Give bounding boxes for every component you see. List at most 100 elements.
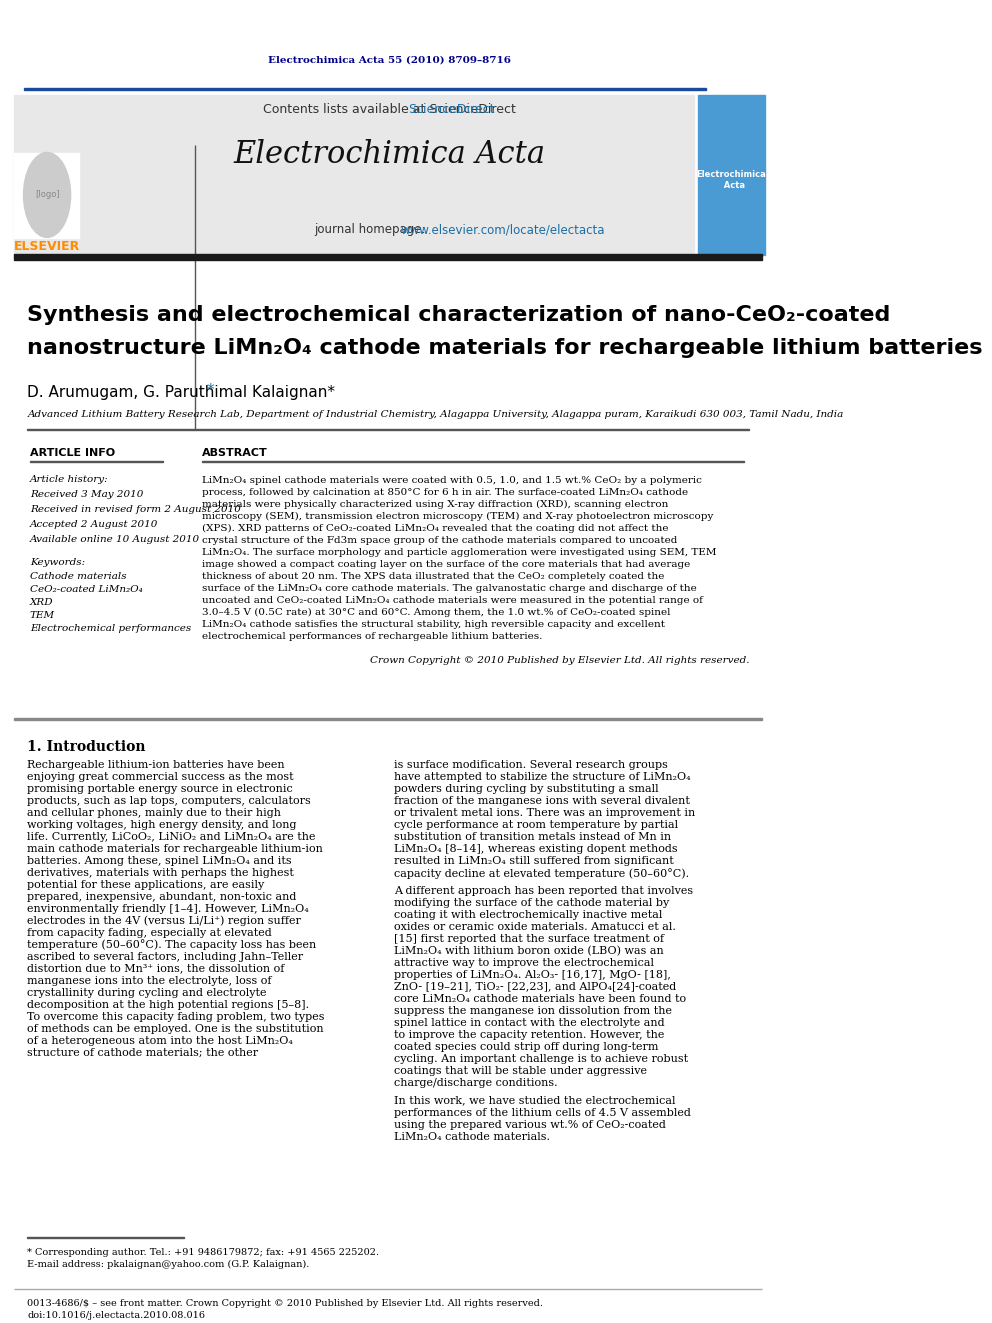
Text: process, followed by calcination at 850°C for 6 h in air. The surface-coated LiM: process, followed by calcination at 850°… xyxy=(202,488,688,497)
Text: electrochemical performances of rechargeable lithium batteries.: electrochemical performances of recharge… xyxy=(202,632,543,640)
Text: www.elsevier.com/locate/electacta: www.elsevier.com/locate/electacta xyxy=(400,224,604,237)
Text: enjoying great commercial success as the most: enjoying great commercial success as the… xyxy=(28,771,294,782)
Text: In this work, we have studied the electrochemical: In this work, we have studied the electr… xyxy=(394,1095,676,1106)
Text: Electrochemical performances: Electrochemical performances xyxy=(30,623,191,632)
Text: products, such as lap tops, computers, calculators: products, such as lap tops, computers, c… xyxy=(28,795,311,806)
Text: coating it with electrochemically inactive metal: coating it with electrochemically inacti… xyxy=(394,910,663,919)
Text: LiMn₂O₄ cathode materials.: LiMn₂O₄ cathode materials. xyxy=(394,1131,550,1142)
Text: (XPS). XRD patterns of CeO₂-coated LiMn₂O₄ revealed that the coating did not aff: (XPS). XRD patterns of CeO₂-coated LiMn₂… xyxy=(202,524,669,533)
Text: Received in revised form 2 August 2010: Received in revised form 2 August 2010 xyxy=(30,505,241,513)
Text: core LiMn₂O₄ cathode materials have been found to: core LiMn₂O₄ cathode materials have been… xyxy=(394,994,685,1004)
Text: potential for these applications, are easily: potential for these applications, are ea… xyxy=(28,880,265,889)
Text: Available online 10 August 2010: Available online 10 August 2010 xyxy=(30,534,200,544)
Text: ELSEVIER: ELSEVIER xyxy=(14,241,80,254)
Text: LiMn₂O₄ spinel cathode materials were coated with 0.5, 1.0, and 1.5 wt.% CeO₂ by: LiMn₂O₄ spinel cathode materials were co… xyxy=(202,476,702,484)
Text: surface of the LiMn₂O₄ core cathode materials. The galvanostatic charge and disc: surface of the LiMn₂O₄ core cathode mate… xyxy=(202,583,697,593)
Text: ScienceDirect: ScienceDirect xyxy=(408,103,494,116)
Text: [logo]: [logo] xyxy=(35,191,60,200)
Text: spinel lattice in contact with the electrolyte and: spinel lattice in contact with the elect… xyxy=(394,1017,665,1028)
Text: performances of the lithium cells of 4.5 V assembled: performances of the lithium cells of 4.5… xyxy=(394,1107,690,1118)
Text: Article history:: Article history: xyxy=(30,475,108,484)
Text: TEM: TEM xyxy=(30,611,55,619)
Text: Rechargeable lithium-ion batteries have been: Rechargeable lithium-ion batteries have … xyxy=(28,759,285,770)
Text: structure of cathode materials; the other: structure of cathode materials; the othe… xyxy=(28,1048,259,1057)
Text: powders during cycling by substituting a small: powders during cycling by substituting a… xyxy=(394,783,659,794)
Ellipse shape xyxy=(24,152,70,237)
Text: Contents lists available at ScienceDirect: Contents lists available at ScienceDirec… xyxy=(263,103,516,116)
Text: * Corresponding author. Tel.: +91 9486179872; fax: +91 4565 225202.: * Corresponding author. Tel.: +91 948617… xyxy=(28,1248,380,1257)
Text: working voltages, high energy density, and long: working voltages, high energy density, a… xyxy=(28,820,297,830)
Text: crystal structure of the Fd3m space group of the cathode materials compared to u: crystal structure of the Fd3m space grou… xyxy=(202,536,678,545)
Text: substitution of transition metals instead of Mn in: substitution of transition metals instea… xyxy=(394,832,671,841)
Text: Electrochimica
  Acta: Electrochimica Acta xyxy=(696,171,766,189)
Bar xyxy=(14,153,79,238)
Text: modifying the surface of the cathode material by: modifying the surface of the cathode mat… xyxy=(394,897,669,908)
Text: ascribed to several factors, including Jahn–Teller: ascribed to several factors, including J… xyxy=(28,951,304,962)
Text: ABSTRACT: ABSTRACT xyxy=(202,447,268,458)
Text: image showed a compact coating layer on the surface of the core materials that h: image showed a compact coating layer on … xyxy=(202,560,690,569)
Text: manganese ions into the electrolyte, loss of: manganese ions into the electrolyte, los… xyxy=(28,975,272,986)
Text: from capacity fading, especially at elevated: from capacity fading, especially at elev… xyxy=(28,927,272,938)
Text: 0013-4686/$ – see front matter. Crown Copyright © 2010 Published by Elsevier Ltd: 0013-4686/$ – see front matter. Crown Co… xyxy=(28,1299,544,1308)
Text: Received 3 May 2010: Received 3 May 2010 xyxy=(30,490,143,499)
Text: LiMn₂O₄ cathode satisfies the structural stability, high reversible capacity and: LiMn₂O₄ cathode satisfies the structural… xyxy=(202,619,666,628)
Text: *: * xyxy=(206,382,214,398)
Text: Electrochimica Acta: Electrochimica Acta xyxy=(233,139,545,171)
Text: CeO₂-coated LiMn₂O₄: CeO₂-coated LiMn₂O₄ xyxy=(30,585,143,594)
Text: journal homepage:: journal homepage: xyxy=(313,224,429,237)
Text: LiMn₂O₄ with lithium boron oxide (LBO) was an: LiMn₂O₄ with lithium boron oxide (LBO) w… xyxy=(394,946,664,957)
Text: of methods can be employed. One is the substitution: of methods can be employed. One is the s… xyxy=(28,1024,324,1033)
Text: coatings that will be stable under aggressive: coatings that will be stable under aggre… xyxy=(394,1065,647,1076)
Text: cycling. An important challenge is to achieve robust: cycling. An important challenge is to ac… xyxy=(394,1053,687,1064)
Text: ARTICLE INFO: ARTICLE INFO xyxy=(30,447,115,458)
Text: [15] first reported that the surface treatment of: [15] first reported that the surface tre… xyxy=(394,934,664,943)
Text: have attempted to stabilize the structure of LiMn₂O₄: have attempted to stabilize the structur… xyxy=(394,771,690,782)
Text: uncoated and CeO₂-coated LiMn₂O₄ cathode materials were measured in the potentia: uncoated and CeO₂-coated LiMn₂O₄ cathode… xyxy=(202,595,703,605)
Text: Cathode materials: Cathode materials xyxy=(30,572,126,581)
Text: LiMn₂O₄. The surface morphology and particle agglomeration were investigated usi: LiMn₂O₄. The surface morphology and part… xyxy=(202,548,717,557)
Text: A different approach has been reported that involves: A different approach has been reported t… xyxy=(394,885,693,896)
Text: D. Arumugam, G. Paruthimal Kalaignan*: D. Arumugam, G. Paruthimal Kalaignan* xyxy=(28,385,335,400)
Text: LiMn₂O₄ [8–14], whereas existing dopent methods: LiMn₂O₄ [8–14], whereas existing dopent … xyxy=(394,844,678,853)
Text: coated species could strip off during long-term: coated species could strip off during lo… xyxy=(394,1041,659,1052)
Bar xyxy=(698,95,765,255)
Text: charge/discharge conditions.: charge/discharge conditions. xyxy=(394,1077,558,1088)
Text: crystallinity during cycling and electrolyte: crystallinity during cycling and electro… xyxy=(28,987,267,998)
Text: cycle performance at room temperature by partial: cycle performance at room temperature by… xyxy=(394,820,678,830)
Text: to improve the capacity retention. However, the: to improve the capacity retention. Howev… xyxy=(394,1029,665,1040)
Text: Electrochimica Acta 55 (2010) 8709–8716: Electrochimica Acta 55 (2010) 8709–8716 xyxy=(268,56,511,65)
Bar xyxy=(24,89,706,90)
Text: using the prepared various wt.% of CeO₂-coated: using the prepared various wt.% of CeO₂-… xyxy=(394,1119,666,1130)
Text: fraction of the manganese ions with several divalent: fraction of the manganese ions with seve… xyxy=(394,795,689,806)
Text: is surface modification. Several research groups: is surface modification. Several researc… xyxy=(394,759,668,770)
Text: Synthesis and electrochemical characterization of nano-CeO₂-coated: Synthesis and electrochemical characteri… xyxy=(28,304,891,325)
Bar xyxy=(82,95,694,255)
Text: capacity decline at elevated temperature (50–60°C).: capacity decline at elevated temperature… xyxy=(394,868,688,878)
Text: ZnO- [19–21], TiO₂- [22,23], and AlPO₄[24]-coated: ZnO- [19–21], TiO₂- [22,23], and AlPO₄[2… xyxy=(394,982,676,992)
Text: oxides or ceramic oxide materials. Amatucci et al.: oxides or ceramic oxide materials. Amatu… xyxy=(394,922,676,931)
Text: Advanced Lithium Battery Research Lab, Department of Industrial Chemistry, Alaga: Advanced Lithium Battery Research Lab, D… xyxy=(28,410,844,419)
Text: E-mail address: pkalaignan@yahoo.com (G.P. Kalaignan).: E-mail address: pkalaignan@yahoo.com (G.… xyxy=(28,1259,310,1269)
Bar xyxy=(0,0,778,90)
Text: life. Currently, LiCoO₂, LiNiO₂ and LiMn₂O₄ are the: life. Currently, LiCoO₂, LiNiO₂ and LiMn… xyxy=(28,832,316,841)
Text: nanostructure LiMn₂O₄ cathode materials for rechargeable lithium batteries: nanostructure LiMn₂O₄ cathode materials … xyxy=(28,337,983,357)
Bar xyxy=(14,254,763,259)
Text: doi:10.1016/j.electacta.2010.08.016: doi:10.1016/j.electacta.2010.08.016 xyxy=(28,1311,205,1320)
Text: derivatives, materials with perhaps the highest: derivatives, materials with perhaps the … xyxy=(28,868,295,877)
Text: main cathode materials for rechargeable lithium-ion: main cathode materials for rechargeable … xyxy=(28,844,323,853)
Text: environmentally friendly [1–4]. However, LiMn₂O₄: environmentally friendly [1–4]. However,… xyxy=(28,904,310,914)
Bar xyxy=(14,717,763,720)
Text: Accepted 2 August 2010: Accepted 2 August 2010 xyxy=(30,520,158,529)
Text: XRD: XRD xyxy=(30,598,54,607)
Text: temperature (50–60°C). The capacity loss has been: temperature (50–60°C). The capacity loss… xyxy=(28,939,316,950)
Text: thickness of about 20 nm. The XPS data illustrated that the CeO₂ completely coat: thickness of about 20 nm. The XPS data i… xyxy=(202,572,665,581)
Text: Crown Copyright © 2010 Published by Elsevier Ltd. All rights reserved.: Crown Copyright © 2010 Published by Else… xyxy=(370,656,749,664)
Text: materials were physically characterized using X-ray diffraction (XRD), scanning : materials were physically characterized … xyxy=(202,500,669,509)
Text: resulted in LiMn₂O₄ still suffered from significant: resulted in LiMn₂O₄ still suffered from … xyxy=(394,856,674,865)
Text: microscopy (SEM), transmission electron microscopy (TEM) and X-ray photoelectron: microscopy (SEM), transmission electron … xyxy=(202,512,714,521)
Text: or trivalent metal ions. There was an improvement in: or trivalent metal ions. There was an im… xyxy=(394,807,695,818)
Text: distortion due to Mn³⁺ ions, the dissolution of: distortion due to Mn³⁺ ions, the dissolu… xyxy=(28,963,285,974)
Text: prepared, inexpensive, abundant, non-toxic and: prepared, inexpensive, abundant, non-tox… xyxy=(28,892,297,902)
Text: decomposition at the high potential regions [5–8].: decomposition at the high potential regi… xyxy=(28,1000,310,1009)
Text: properties of LiMn₂O₄. Al₂O₃- [16,17], MgO- [18],: properties of LiMn₂O₄. Al₂O₃- [16,17], M… xyxy=(394,970,671,979)
